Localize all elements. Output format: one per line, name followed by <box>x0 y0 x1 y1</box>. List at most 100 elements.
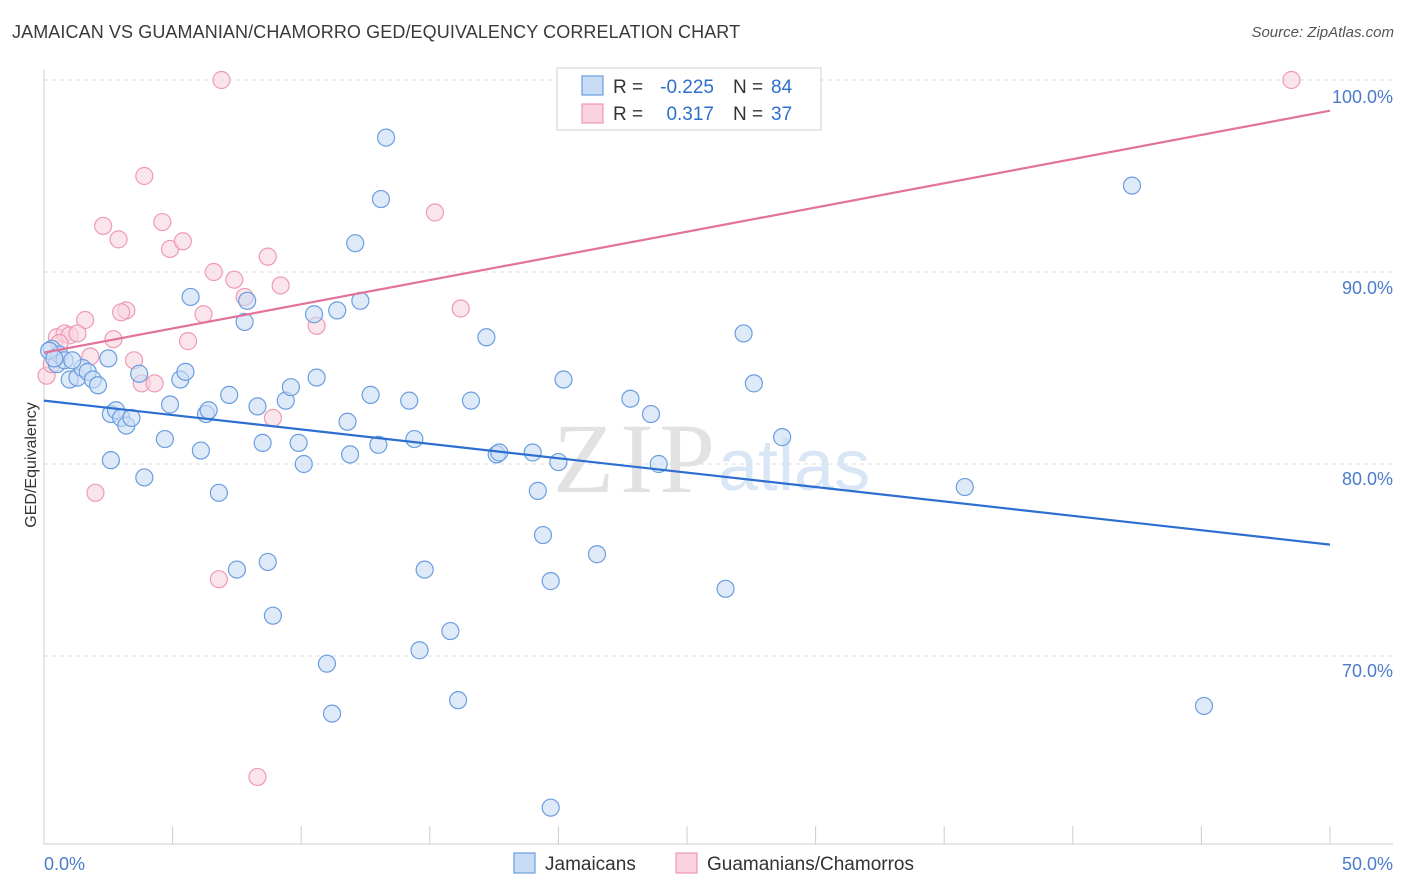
jamaicans-point <box>88 376 108 395</box>
jamaicans-point <box>307 368 326 387</box>
jamaicans-point <box>130 364 149 383</box>
jamaicans-point <box>281 378 301 397</box>
legend-n-value-jamaicans: 84 <box>771 77 793 98</box>
y-tick-label-80: 80.0% <box>1342 469 1393 489</box>
jamaicans-point <box>317 654 337 673</box>
jamaicans-point <box>258 552 277 572</box>
guamanians-point <box>194 305 213 324</box>
bottom-legend-label-guamanians: Guamanians/Chamorros <box>707 854 914 875</box>
jamaicans-point <box>101 451 120 470</box>
legend-n-label-jamaicans: N = <box>733 77 763 98</box>
jamaicans-point <box>289 433 308 452</box>
jamaicans-point <box>155 429 174 449</box>
jamaicans-point <box>248 397 267 416</box>
guamanians-point <box>425 203 445 222</box>
jamaicans-point <box>773 428 792 447</box>
guamanians-point <box>173 232 192 251</box>
y-axis-label: GED/Equivalency <box>23 402 40 527</box>
trend-line-guamanians <box>43 109 1331 354</box>
jamaicans-point <box>340 445 360 464</box>
jamaicans-point <box>209 483 228 502</box>
y-tick-label-100: 100.0% <box>1332 87 1393 107</box>
jamaicans-point <box>369 435 388 454</box>
guamanians-point <box>94 216 113 236</box>
guamanians-point <box>271 276 290 295</box>
legend-r-value-jamaicans: -0.225 <box>660 77 714 98</box>
jamaicans-point <box>400 391 419 410</box>
bottom-legend-label-jamaicans: Jamaicans <box>545 854 636 875</box>
jamaicans-point <box>641 404 661 424</box>
legend-n-label-guamanians: N = <box>733 104 763 125</box>
x-tick-label-0: 0.0% <box>44 854 85 874</box>
jamaicans-point <box>328 301 347 320</box>
jamaicans-point <box>448 691 468 710</box>
guamanians-point <box>86 483 105 502</box>
jamaicans-point <box>176 362 195 381</box>
bottom-legend-swatch-guamanians <box>675 852 698 874</box>
guamanians-point <box>76 310 95 330</box>
trend-line-jamaicans <box>43 399 1331 546</box>
watermark-atlas: atlas <box>718 426 870 506</box>
jamaicans-point <box>346 234 365 253</box>
jamaicans-point <box>376 128 396 147</box>
jamaicans-point <box>160 395 180 414</box>
jamaicans-point <box>253 433 272 452</box>
jamaicans-point <box>716 579 735 598</box>
jamaicans-point <box>541 798 560 817</box>
jamaicans-point <box>99 349 118 368</box>
jamaicans-point <box>955 477 974 497</box>
series-jamaicans-points <box>40 128 1214 817</box>
jamaicans-point <box>220 385 239 404</box>
jamaicans-point <box>294 454 313 474</box>
jamaicans-point <box>415 560 434 579</box>
jamaicans-point <box>734 324 753 343</box>
jamaicans-point <box>181 287 200 307</box>
legend-r-label-guamanians: R = <box>613 104 643 125</box>
jamaicans-point <box>304 305 324 324</box>
watermark-zip: ZIP <box>553 403 721 514</box>
guamanians-point <box>109 230 128 249</box>
guamanians-point <box>1282 70 1301 90</box>
jamaicans-point <box>135 468 154 487</box>
x-tick-label-50: 50.0% <box>1342 854 1393 874</box>
source-credit: Source: ZipAtlas.com <box>1251 24 1394 41</box>
y-tick-label-90: 90.0% <box>1342 278 1393 298</box>
jamaicans-point <box>523 443 542 462</box>
jamaicans-point <box>199 401 218 420</box>
series-legend: Jamaicans Guamanians/Chamorros <box>513 852 914 875</box>
chart-title: JAMAICAN VS GUAMANIAN/CHAMORRO GED/EQUIV… <box>12 22 741 42</box>
jamaicans-point <box>461 391 481 410</box>
jamaicans-point <box>238 291 257 310</box>
jamaicans-point <box>405 429 424 449</box>
jamaicans-point <box>477 328 496 347</box>
jamaicans-point <box>533 525 553 545</box>
jamaicans-point <box>541 572 560 591</box>
x-axis-ticks <box>43 826 1331 844</box>
stats-legend: R = -0.225 N = 84 R = 0.317 N = 37 <box>556 67 822 131</box>
jamaicans-point <box>322 704 342 723</box>
jamaicans-point <box>410 641 429 660</box>
jamaicans-point <box>1122 176 1142 195</box>
jamaicans-point <box>554 370 573 389</box>
legend-r-value-guamanians: 0.317 <box>666 104 714 125</box>
y-tick-label-70: 70.0% <box>1342 661 1393 681</box>
legend-swatch-guamanians <box>581 103 604 124</box>
jamaicans-point <box>441 621 460 641</box>
guamanians-point <box>212 70 231 90</box>
bottom-legend-swatch-jamaicans <box>513 852 536 874</box>
jamaicans-point <box>549 452 568 472</box>
jamaicans-point <box>744 374 763 393</box>
guamanians-point <box>263 408 283 428</box>
guamanians-point <box>145 374 164 393</box>
jamaicans-point <box>1194 696 1214 716</box>
guamanians-point <box>178 332 198 351</box>
jamaicans-point <box>227 560 246 579</box>
guamanians-point <box>225 270 244 289</box>
jamaicans-point <box>263 606 283 625</box>
guamanians-point <box>248 767 267 787</box>
jamaicans-point <box>361 385 380 404</box>
jamaicans-point <box>338 412 357 431</box>
guamanians-point <box>209 570 228 589</box>
guamanians-point <box>112 303 131 322</box>
